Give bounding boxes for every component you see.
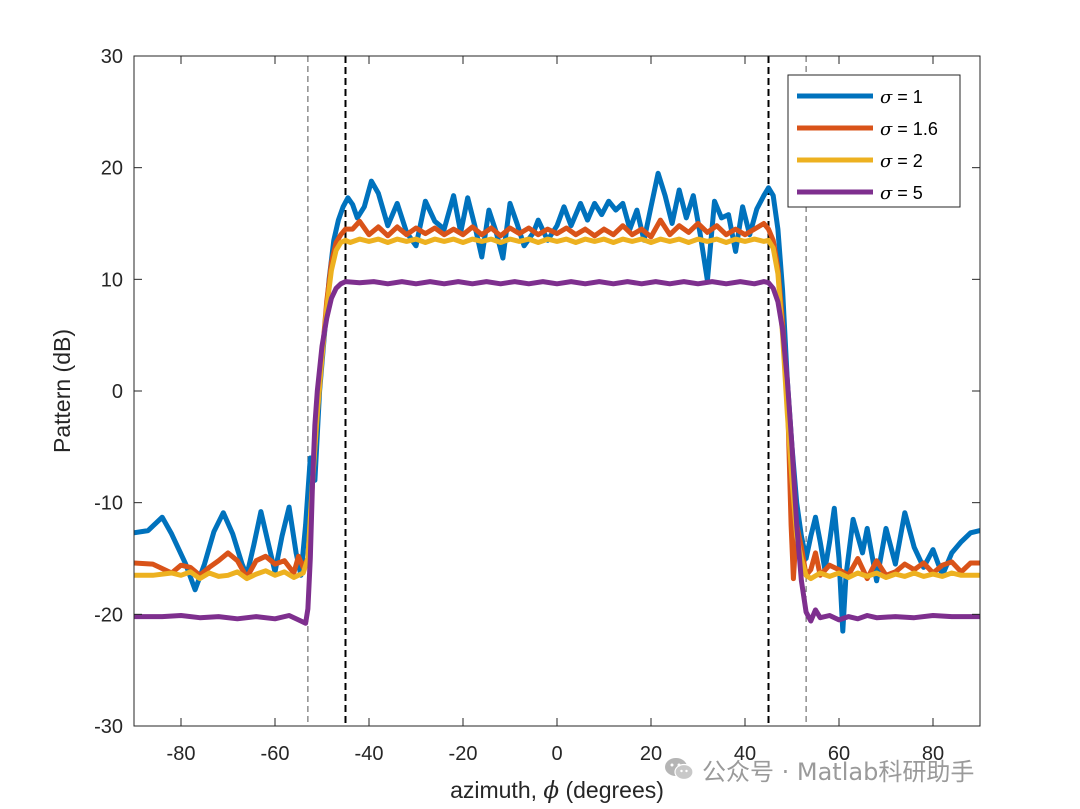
- x-tick-label: 20: [640, 743, 662, 765]
- y-tick-label: 30: [101, 46, 123, 68]
- y-tick-label: 0: [112, 381, 123, 403]
- x-tick-label: 0: [551, 743, 562, 765]
- legend-label-3: σ = 2: [880, 151, 923, 172]
- x-axis-label: azimuth, ϕ (degrees): [450, 777, 664, 804]
- series-layer: [134, 170, 980, 634]
- legend-label-2: σ = 1.6: [880, 119, 938, 140]
- x-tick-label: -80: [167, 743, 196, 765]
- y-axis-label: Pattern (dB): [49, 329, 75, 453]
- y-tick-label: 20: [101, 158, 123, 180]
- x-tick-label: -60: [261, 743, 290, 765]
- y-tick-label: -30: [94, 716, 123, 738]
- series-line-4: [134, 279, 980, 626]
- x-tick-label: -20: [449, 743, 478, 765]
- series-line-1: [134, 170, 980, 634]
- watermark: 公众号 · Matlab科研助手: [664, 752, 974, 786]
- x-tick-label: 80: [922, 743, 944, 765]
- legend-label-1: σ = 1: [880, 87, 923, 108]
- wechat-icon: [665, 758, 694, 781]
- legend-label-4: σ = 5: [880, 183, 923, 204]
- x-tick-label: 60: [828, 743, 850, 765]
- y-tick-label: 10: [101, 269, 123, 291]
- x-tick-label: 40: [734, 743, 756, 765]
- x-tick-label: -40: [355, 743, 384, 765]
- axis-tick-labels: -80 -60 -40 -20 0 20 40 60 80 -30 -20 -10 0 10 20 30: [94, 46, 944, 765]
- series-line-3: [134, 236, 980, 582]
- legend: σ = 1 σ = 1.6 σ = 2 σ = 5: [787, 74, 961, 208]
- axis-ticks: [134, 55, 980, 727]
- y-tick-label: -10: [94, 493, 123, 515]
- watermark-text: 公众号 · Matlab科研助手: [702, 757, 975, 786]
- y-tick-label: -20: [94, 604, 123, 626]
